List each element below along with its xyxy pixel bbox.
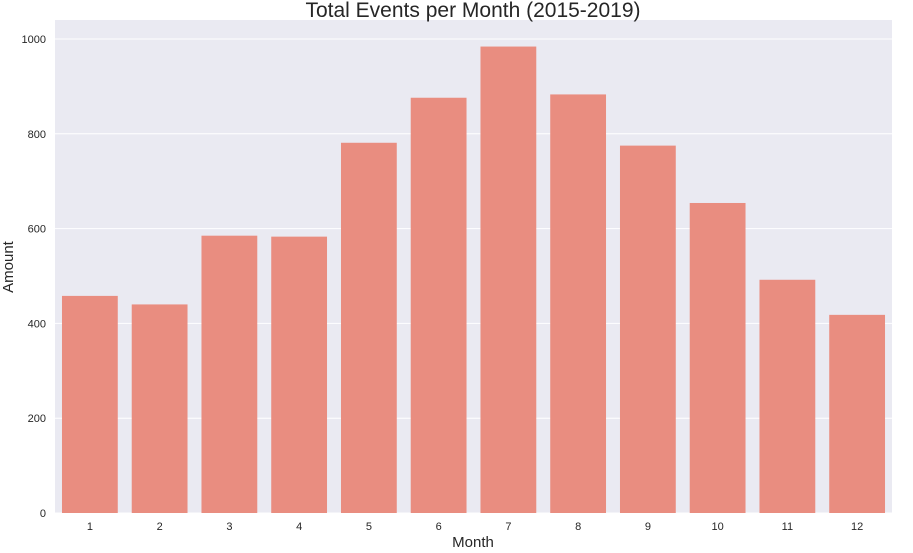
x-tick-label: 10: [712, 521, 724, 533]
y-tick-label: 200: [28, 413, 46, 425]
x-tick-label: 7: [505, 521, 511, 533]
x-tick-label: 5: [366, 521, 372, 533]
gridlines: [55, 38, 892, 514]
bar-month-2: [131, 304, 188, 513]
bar-month-4: [271, 236, 328, 514]
x-tick-labels: 1 2 3 4 5 6 7 8 9 10 11 12: [87, 521, 863, 533]
y-tick-label: 600: [28, 224, 46, 236]
x-tick-label: 11: [782, 521, 793, 533]
bar-month-5: [340, 142, 397, 514]
bar-month-1: [61, 295, 118, 513]
bar-month-3: [201, 235, 258, 513]
x-tick-label: 4: [296, 521, 302, 533]
x-tick-label: 8: [575, 521, 581, 533]
y-tick-label: 0: [40, 508, 46, 520]
y-tick-label: 800: [28, 129, 46, 141]
x-tick-label: 2: [157, 521, 163, 533]
x-axis-label: Month: [452, 534, 494, 551]
x-tick-label: 12: [851, 521, 863, 533]
bar-month-11: [759, 279, 816, 513]
chart-title: Total Events per Month (2015-2019): [305, 0, 640, 22]
bar-month-7: [480, 46, 537, 514]
bar-month-10: [689, 202, 746, 513]
y-tick-label: 400: [28, 318, 46, 330]
bar-month-9: [619, 145, 676, 514]
y-axis-label: Amount: [0, 240, 17, 293]
bar-month-8: [550, 94, 607, 513]
x-tick-label: 6: [436, 521, 442, 533]
bars: [61, 46, 886, 514]
y-tick-label: 1000: [22, 34, 46, 46]
bar-month-6: [410, 97, 467, 513]
x-tick-label: 9: [645, 521, 651, 533]
plot-area: [55, 20, 892, 513]
x-tick-label: 1: [87, 521, 93, 533]
bar-month-12: [829, 314, 886, 513]
x-tick-label: 3: [226, 521, 232, 533]
y-tick-labels: 0 200 400 600 800 1000: [22, 34, 46, 520]
